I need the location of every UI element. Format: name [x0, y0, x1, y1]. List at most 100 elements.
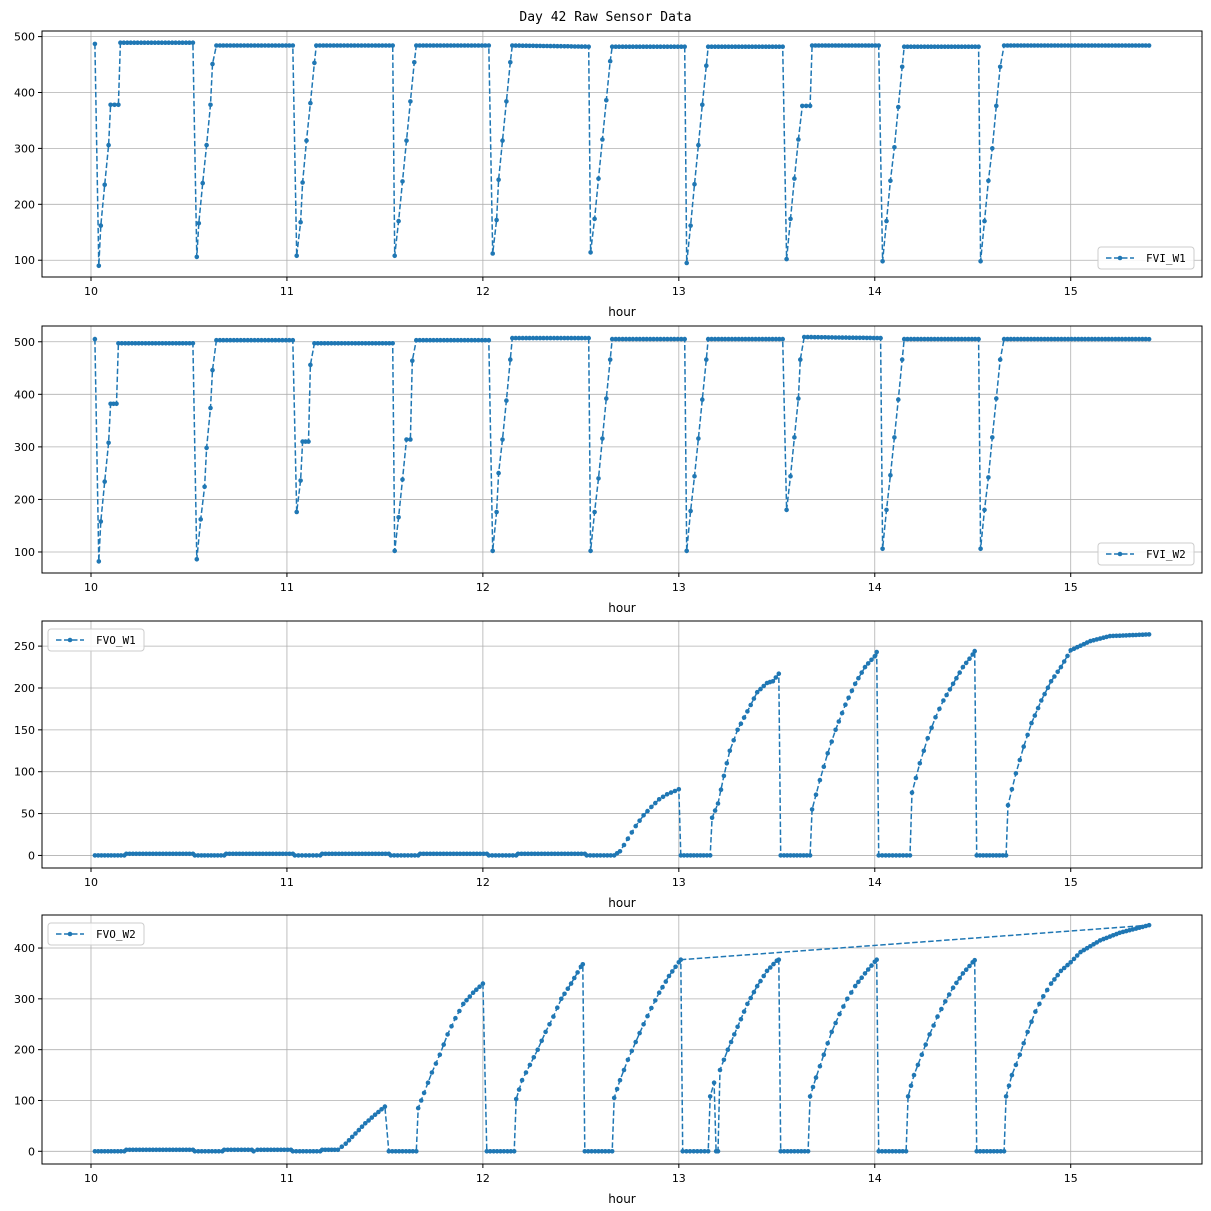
chart-1-data-point	[700, 102, 705, 108]
chart-2-data-point	[1136, 336, 1142, 342]
chart-1-data-point	[1086, 43, 1091, 48]
chart-1-data-point	[770, 44, 775, 49]
chart-3-data-point	[1025, 732, 1030, 738]
chart-2-data-point	[1062, 336, 1068, 342]
chart-1-data-point	[145, 40, 151, 45]
chart-1-data-point	[843, 43, 848, 48]
chart-3-data-point	[95, 853, 101, 858]
chart-4-x-tick-label: 14	[868, 1172, 882, 1185]
chart-3-data-point	[133, 851, 139, 857]
chart-1-data-point	[1079, 43, 1084, 48]
chart-4-data-point	[1029, 1019, 1034, 1024]
chart-3-data-point	[1114, 633, 1119, 639]
chart-3-data-point	[1035, 705, 1041, 711]
chart-2-data-point	[1096, 336, 1101, 342]
chart-3-data-point	[99, 853, 104, 858]
chart-3-data-point	[559, 851, 564, 857]
chart-3-data-point	[102, 853, 107, 858]
chart-3-data-point	[535, 851, 541, 857]
chart-2-data-point	[661, 336, 667, 342]
chart-4-data-point	[845, 996, 850, 1002]
chart-4-data-point	[833, 1020, 838, 1026]
chart-1-data-point	[777, 44, 782, 49]
chart-3-x-tick-label: 12	[476, 876, 490, 889]
chart-2-data-point	[918, 336, 924, 342]
chart-3-data-point	[160, 851, 166, 857]
chart-4-data-point	[879, 1149, 885, 1154]
chart-4-data-point	[998, 1149, 1003, 1154]
chart-2-data-point	[541, 335, 546, 341]
chart-4-data-point	[332, 1147, 338, 1153]
chart-4-data-point	[163, 1147, 169, 1153]
chart-1-data-point	[308, 100, 313, 106]
chart-4-data-point	[551, 1014, 556, 1019]
chart-3-data-point	[649, 804, 654, 810]
chart-3-data-point	[1048, 679, 1054, 684]
chart-2-data-point	[792, 435, 797, 440]
chart-2-data-point	[266, 337, 271, 343]
chart-2-data-point	[604, 396, 609, 401]
chart-2-data-point	[1126, 336, 1132, 342]
chart-2-y-tick-label: 100	[14, 546, 35, 559]
chart-2-data-point	[763, 336, 769, 342]
chart-2-data-point	[692, 474, 697, 479]
chart-1-data-point	[1096, 43, 1101, 48]
chart-2-data-point	[871, 335, 876, 341]
chart-3-data-point	[388, 853, 394, 858]
chart-2-data-point	[1025, 336, 1030, 342]
chart-3-data-point	[336, 851, 342, 857]
chart-3-data-point	[218, 853, 224, 858]
chart-1-x-tick-label: 14	[868, 285, 882, 298]
chart-1-data-point	[190, 40, 196, 45]
chart-1-data-point	[1005, 43, 1010, 48]
chart-1-data-point	[121, 40, 127, 45]
chart-4-data-point	[954, 980, 959, 986]
chart-1-data-point	[939, 44, 944, 49]
chart-1-data-point	[565, 44, 571, 49]
chart-1-data-point	[1103, 43, 1108, 48]
chart-1-data-point	[1049, 43, 1054, 48]
chart-4-data-point	[255, 1147, 260, 1153]
chart-1-data-point	[766, 44, 772, 49]
chart-3-data-point	[937, 706, 942, 712]
chart-2-data-point	[160, 341, 165, 346]
chart-3-data-point	[579, 851, 584, 857]
chart-1-x-tick-label: 13	[672, 285, 686, 298]
chart-1-data-point	[986, 178, 991, 184]
chart-1-data-point	[658, 44, 663, 49]
chart-4-data-point	[1068, 960, 1073, 965]
chart-3-data-point	[1000, 853, 1006, 858]
chart-1-data-point	[1136, 43, 1142, 48]
chart-1-data-point	[510, 43, 515, 48]
chart-2-data-point	[356, 341, 362, 346]
chart-1-data-point	[873, 43, 878, 48]
chart-4-data-point	[974, 1149, 979, 1154]
chart-4-data-point	[611, 1095, 617, 1101]
chart-2-data-point	[490, 548, 496, 554]
chart-4-data-point	[275, 1147, 280, 1153]
chart-3-data-point	[549, 851, 554, 857]
chart-2-data-point	[770, 336, 775, 342]
chart-3-x-axis-label: hour	[608, 896, 636, 910]
chart-2-data-point	[719, 336, 725, 342]
chart-4-data-point	[865, 967, 871, 972]
chart-1-data-point	[579, 44, 584, 49]
chart-4-data-point	[539, 1038, 544, 1044]
chart-2-x-tick-label: 10	[84, 581, 98, 594]
chart-2-data-point	[949, 336, 954, 342]
chart-3-data-point	[1130, 632, 1136, 638]
chart-2-data-point	[665, 336, 670, 342]
chart-3-y-tick-label: 0	[28, 849, 35, 862]
chart-2-data-point	[1123, 336, 1128, 342]
chart-4-data-point	[1094, 940, 1100, 945]
chart-3-data-point	[280, 851, 286, 857]
chart-1-data-point	[692, 181, 697, 187]
chart-2-data-point	[445, 337, 450, 343]
chart-4-data-point	[477, 984, 482, 989]
chart-3-data-point	[532, 851, 538, 857]
chart-1-data-point	[204, 142, 209, 148]
chart-2-data-point	[565, 335, 571, 341]
chart-2-data-point	[569, 335, 574, 341]
chart-2-data-point	[978, 546, 983, 552]
chart-2-data-point	[850, 335, 856, 341]
